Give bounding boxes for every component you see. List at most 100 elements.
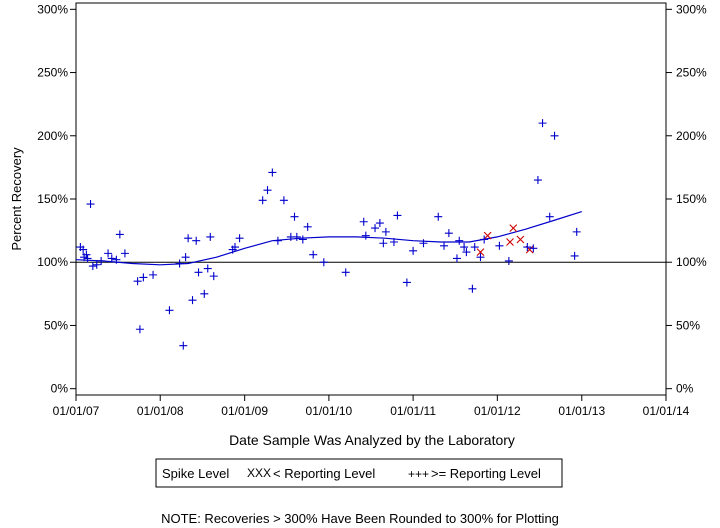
point-above-reporting	[192, 236, 201, 245]
point-above-reporting	[97, 256, 106, 265]
y-tick-label-left: 0%	[51, 382, 69, 396]
x-tick-label: 01/01/13	[558, 404, 605, 418]
point-above-reporting	[188, 296, 197, 305]
point-above-reporting	[200, 289, 209, 298]
point-above-reporting	[572, 227, 581, 236]
point-above-reporting	[389, 237, 398, 246]
legend-symbol-below: XXX	[247, 466, 271, 480]
point-above-reporting	[92, 260, 101, 269]
x-tick-label: 01/01/12	[474, 404, 521, 418]
plot-note: NOTE: Recoveries > 300% Have Been Rounde…	[161, 511, 559, 526]
point-above-reporting	[309, 250, 318, 259]
point-above-reporting	[570, 251, 579, 260]
y-tick-label-left: 50%	[44, 318, 68, 332]
y-tick-label-right: 300%	[676, 2, 707, 16]
point-above-reporting	[120, 249, 129, 258]
point-above-reporting	[292, 232, 301, 241]
y-tick-label-right: 100%	[676, 255, 707, 269]
point-above-reporting	[533, 176, 542, 185]
point-above-reporting	[139, 273, 148, 282]
point-above-reporting	[379, 239, 388, 248]
point-above-reporting	[319, 258, 328, 267]
point-above-reporting	[279, 196, 288, 205]
point-above-reporting	[495, 241, 504, 250]
y-tick-label-right: 0%	[676, 382, 694, 396]
axis-ticks: 01/01/07 01/01/08 01/01/09 01/01/10 01/01/11…	[37, 2, 707, 418]
point-above-reporting	[175, 259, 184, 268]
y-tick-label-right: 150%	[676, 192, 707, 206]
point-above-reporting	[393, 211, 402, 220]
point-above-reporting	[165, 306, 174, 315]
legend-label-above: >= Reporting Level	[431, 466, 541, 481]
point-above-reporting	[230, 243, 239, 252]
y-tick-label-left: 150%	[37, 192, 68, 206]
point-above-reporting	[452, 254, 461, 263]
point-above-reporting	[460, 243, 469, 252]
point-above-reporting	[290, 212, 299, 221]
point-below-reporting	[509, 224, 518, 232]
y-tick-label-left: 300%	[37, 2, 68, 16]
x-axis-label: Date Sample Was Analyzed by the Laborato…	[229, 432, 515, 448]
point-above-reporting	[550, 131, 559, 140]
x-tick-label: 01/01/10	[306, 404, 353, 418]
point-above-reporting	[419, 239, 428, 248]
point-above-reporting	[263, 186, 272, 195]
point-above-reporting	[115, 230, 124, 239]
point-below-reporting	[476, 248, 485, 256]
point-above-reporting	[462, 248, 471, 257]
point-above-reporting	[133, 277, 142, 286]
point-above-reporting	[468, 284, 477, 293]
point-above-reporting	[104, 249, 113, 258]
point-above-reporting	[194, 268, 203, 277]
point-above-reporting	[107, 254, 116, 263]
point-above-reporting	[470, 243, 479, 252]
point-above-reporting	[181, 253, 190, 262]
point-above-reporting	[273, 236, 282, 245]
point-above-reporting	[235, 234, 244, 243]
point-above-reporting	[303, 222, 312, 231]
point-above-reporting	[179, 341, 188, 350]
point-above-reporting	[86, 200, 95, 209]
point-above-reporting	[203, 264, 212, 273]
y-axis-label: Percent Recovery	[9, 147, 24, 251]
y-tick-label-right: 200%	[676, 129, 707, 143]
x-tick-label: 01/01/07	[53, 404, 100, 418]
point-above-reporting	[371, 224, 380, 233]
point-above-reporting	[504, 256, 513, 265]
point-above-reporting	[184, 234, 193, 243]
plot-area	[75, 2, 667, 396]
point-above-reporting	[402, 278, 411, 287]
point-above-reporting	[444, 229, 453, 238]
point-above-reporting	[434, 212, 443, 221]
y-tick-label-right: 250%	[676, 66, 707, 80]
trend-line	[75, 211, 582, 266]
point-above-reporting	[341, 268, 350, 277]
legend-title: Spike Level	[162, 466, 229, 481]
point-above-reporting	[375, 219, 384, 228]
point-above-reporting	[268, 168, 277, 177]
legend-symbol-above: +++	[408, 467, 429, 481]
point-above-reporting	[381, 227, 390, 236]
y-tick-label-left: 250%	[37, 66, 68, 80]
point-above-reporting	[206, 232, 215, 241]
point-above-reporting	[545, 212, 554, 221]
point-above-reporting	[82, 250, 91, 259]
legend-label-below: < Reporting Level	[273, 466, 375, 481]
point-above-reporting	[529, 244, 538, 253]
point-above-reporting	[409, 246, 418, 255]
point-below-reporting	[483, 231, 492, 240]
point-above-reporting	[209, 272, 218, 281]
point-above-reporting	[480, 235, 489, 244]
point-above-reporting	[440, 241, 449, 250]
y-tick-label-left: 100%	[37, 255, 68, 269]
x-tick-label: 01/01/08	[137, 404, 184, 418]
point-above-reporting	[83, 254, 92, 263]
x-tick-label: 01/01/09	[221, 404, 268, 418]
legend-box	[155, 458, 563, 488]
point-above-reporting	[79, 245, 88, 254]
x-tick-label: 01/01/14	[643, 404, 690, 418]
y-tick-label-right: 50%	[676, 318, 700, 332]
point-above-reporting	[135, 325, 144, 334]
point-below-reporting	[516, 235, 525, 244]
